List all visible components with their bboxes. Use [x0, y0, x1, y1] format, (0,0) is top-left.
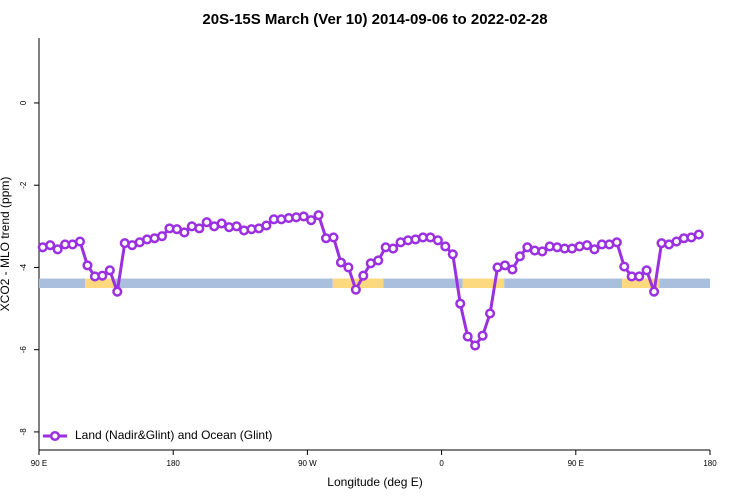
point [179, 227, 190, 238]
point [440, 241, 451, 252]
point [619, 261, 630, 272]
chart-title: 20S-15S March (Ver 10) 2014-09-06 to 202… [202, 11, 547, 28]
land-ocean-segment [462, 278, 505, 288]
point [216, 218, 227, 229]
land-ocean-segment [659, 278, 710, 288]
point [298, 211, 309, 222]
point [201, 217, 212, 228]
point [470, 340, 481, 351]
point [447, 249, 458, 260]
land-ocean-segment [622, 278, 660, 288]
point [261, 220, 272, 231]
point [358, 270, 369, 281]
point [432, 235, 443, 246]
point [581, 240, 593, 251]
point [589, 244, 600, 255]
land-ocean-segment [504, 278, 623, 288]
x-tick-label: 180 [703, 459, 717, 468]
land-ocean-segment [383, 278, 463, 288]
point [306, 215, 317, 226]
point [388, 243, 399, 254]
point [485, 308, 496, 319]
y-tick-label: -6 [19, 346, 28, 354]
x-axis-label: Longitude (deg E) [327, 475, 422, 489]
point [693, 229, 704, 240]
point [45, 240, 56, 251]
point [313, 210, 324, 221]
point [455, 298, 466, 309]
point [231, 221, 242, 232]
point [156, 231, 168, 242]
y-tick-label: 0 [19, 100, 28, 105]
point [335, 257, 347, 268]
point [611, 237, 622, 248]
point [82, 260, 93, 271]
point [74, 236, 86, 247]
y-tick-label: -4 [19, 263, 28, 271]
x-tick-label: 90 W [298, 459, 317, 468]
point [112, 286, 123, 297]
x-tick-label: 90 E [568, 459, 584, 468]
land-ocean-segment [39, 278, 86, 288]
point [462, 331, 473, 342]
point [97, 270, 108, 281]
y-tick-label: -2 [19, 181, 28, 189]
point [343, 262, 354, 273]
point [350, 284, 361, 295]
y-tick-label: -8 [19, 428, 28, 436]
x-tick-label: 180 [167, 459, 181, 468]
point [373, 255, 384, 266]
point [507, 264, 518, 275]
point [634, 271, 645, 282]
x-tick-label: 0 [439, 459, 444, 468]
land-ocean-segment [115, 278, 333, 288]
x-tick-label: 90 E [31, 459, 47, 468]
point [641, 265, 652, 276]
point [104, 265, 115, 276]
point [499, 260, 511, 271]
legend-marker [49, 430, 61, 442]
point [537, 246, 548, 257]
point [328, 232, 339, 243]
point [649, 286, 660, 297]
y-axis-label: XCO2 - MLO trend (ppm) [0, 177, 12, 312]
point [194, 223, 205, 234]
point [477, 330, 488, 341]
land-ocean-segment [85, 278, 116, 288]
point [514, 251, 525, 262]
point [52, 244, 63, 255]
legend-label: Land (Nadir&Glint) and Ocean (Glint) [75, 428, 272, 442]
